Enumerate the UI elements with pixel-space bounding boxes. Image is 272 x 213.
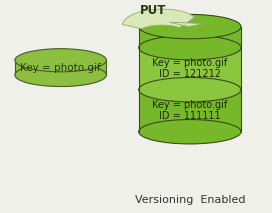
Ellipse shape bbox=[139, 78, 241, 102]
Text: Versioning  Enabled: Versioning Enabled bbox=[135, 195, 245, 205]
Polygon shape bbox=[139, 90, 241, 132]
Text: PUT: PUT bbox=[140, 4, 167, 17]
Text: ID = 111111: ID = 111111 bbox=[159, 111, 221, 121]
Ellipse shape bbox=[139, 35, 241, 60]
Polygon shape bbox=[139, 27, 241, 48]
Polygon shape bbox=[139, 48, 241, 90]
Text: Key = photo.gif: Key = photo.gif bbox=[152, 100, 227, 110]
Text: Key = photo.gif: Key = photo.gif bbox=[20, 63, 101, 73]
Ellipse shape bbox=[15, 63, 106, 86]
Ellipse shape bbox=[15, 49, 106, 72]
Ellipse shape bbox=[139, 119, 241, 144]
Polygon shape bbox=[15, 60, 106, 75]
Ellipse shape bbox=[139, 14, 241, 39]
Text: ID = 121212: ID = 121212 bbox=[159, 69, 221, 79]
Polygon shape bbox=[122, 9, 194, 29]
Text: Key = photo.gif: Key = photo.gif bbox=[152, 58, 227, 68]
Polygon shape bbox=[169, 22, 205, 27]
